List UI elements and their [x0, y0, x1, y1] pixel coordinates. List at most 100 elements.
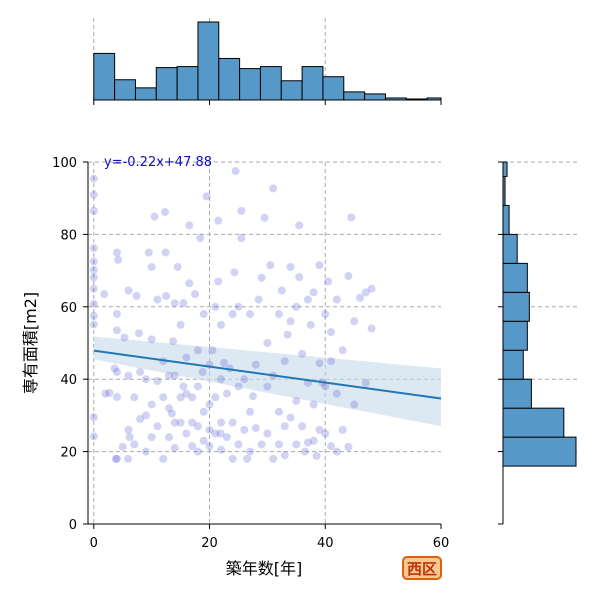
scatter-point	[248, 392, 257, 401]
scatter-point	[240, 425, 249, 434]
x-axis-label: 築年数[年]	[226, 559, 303, 578]
scatter-point	[89, 265, 98, 274]
district-badge: 西区	[402, 556, 442, 580]
scatter-point	[211, 302, 220, 311]
right-hist-bar	[502, 204, 510, 235]
scatter-point	[338, 425, 347, 434]
scatter-point	[199, 310, 208, 319]
scatter-point	[173, 262, 182, 271]
scatter-point	[263, 382, 272, 391]
scatter-point	[199, 436, 208, 445]
scatter-point	[277, 286, 286, 295]
scatter-point	[112, 454, 121, 463]
scatter-point	[295, 273, 304, 282]
scatter-point	[153, 295, 162, 304]
scatter-point	[315, 261, 324, 270]
scatter-point	[350, 317, 359, 326]
scatter-point	[269, 184, 278, 193]
scatter-point	[188, 393, 197, 402]
scatter-point	[283, 330, 292, 339]
scatter-point	[231, 167, 240, 176]
scatter-point	[176, 418, 185, 427]
scatter-point	[257, 440, 266, 449]
x-tick-label: 0	[90, 536, 98, 551]
scatter-point	[217, 418, 226, 427]
scatter-point	[263, 429, 272, 438]
scatter-point	[286, 317, 295, 326]
scatter-point	[169, 337, 178, 346]
y-tick-label: 40	[60, 373, 77, 388]
right-hist-ticks	[498, 161, 503, 525]
scatter-point	[89, 244, 98, 253]
scatter-point	[110, 364, 119, 373]
right-hist-bar	[502, 262, 528, 293]
scatter-point	[179, 299, 188, 308]
scatter-point	[147, 400, 156, 409]
scatter-point	[237, 206, 246, 215]
scatter-point	[191, 290, 200, 299]
scatter-point	[124, 371, 133, 380]
scatter-point	[160, 207, 169, 216]
scatter-point	[216, 429, 225, 438]
scatter-point	[112, 326, 121, 335]
scatter-point	[176, 393, 185, 402]
top-hist-bar	[280, 80, 303, 101]
scatter-point	[321, 310, 330, 319]
top-hist-ticks	[93, 100, 442, 105]
scatter-point	[136, 415, 145, 424]
scatter-point	[234, 382, 243, 391]
scatter-point	[228, 454, 237, 463]
scatter-point	[361, 288, 370, 297]
top-hist-bar	[239, 68, 261, 101]
scatter-point	[89, 284, 98, 293]
scatter-point	[309, 400, 318, 409]
scatter-point	[332, 389, 341, 398]
scatter-point	[185, 221, 194, 230]
scatter-point	[324, 277, 333, 286]
scatter-point	[222, 389, 231, 398]
scatter-point	[355, 293, 364, 302]
scatter-point	[132, 291, 141, 300]
top-hist-bar	[218, 57, 241, 101]
scatter-point	[170, 418, 179, 427]
scatter-point	[315, 359, 324, 368]
scatter-point	[303, 438, 312, 447]
scatter-point	[205, 425, 214, 434]
scatter-point	[182, 353, 191, 362]
scatter-point	[344, 442, 353, 451]
right-hist-bar	[502, 320, 528, 351]
scatter-point	[202, 192, 211, 201]
scatter-point	[228, 418, 237, 427]
scatter-point	[123, 454, 132, 463]
scatter-point	[89, 299, 98, 308]
y-tick-label: 0	[69, 518, 77, 533]
scatter-point	[196, 234, 205, 243]
scatter-point	[153, 377, 162, 386]
y-tick-label: 60	[60, 301, 77, 316]
scatter-point	[111, 454, 120, 463]
scatter-point	[89, 206, 98, 215]
scatter-point	[89, 311, 98, 320]
scatter-point	[112, 310, 121, 319]
scatter-point	[246, 447, 255, 456]
scatter-point	[89, 320, 98, 329]
scatter-point	[141, 411, 150, 420]
scatter-point	[263, 339, 272, 347]
scatter-point	[309, 436, 318, 445]
scatter-point	[193, 346, 202, 355]
scatter-point	[269, 454, 278, 463]
right-hist-bar	[502, 436, 577, 467]
right-histogram	[498, 161, 578, 525]
right-hist-bar	[502, 378, 532, 409]
right-hist-bar	[502, 407, 565, 438]
top-hist-bar	[343, 91, 366, 101]
scatter-point	[344, 272, 353, 281]
right-hist-bar	[502, 291, 530, 322]
scatter-point	[170, 371, 179, 380]
scatter-points	[89, 167, 376, 463]
scatter-point	[170, 443, 179, 452]
scatter-point	[141, 375, 150, 384]
y-tick-label: 100	[52, 156, 77, 171]
top-hist-bar	[134, 87, 157, 101]
scatter-point	[367, 284, 376, 293]
